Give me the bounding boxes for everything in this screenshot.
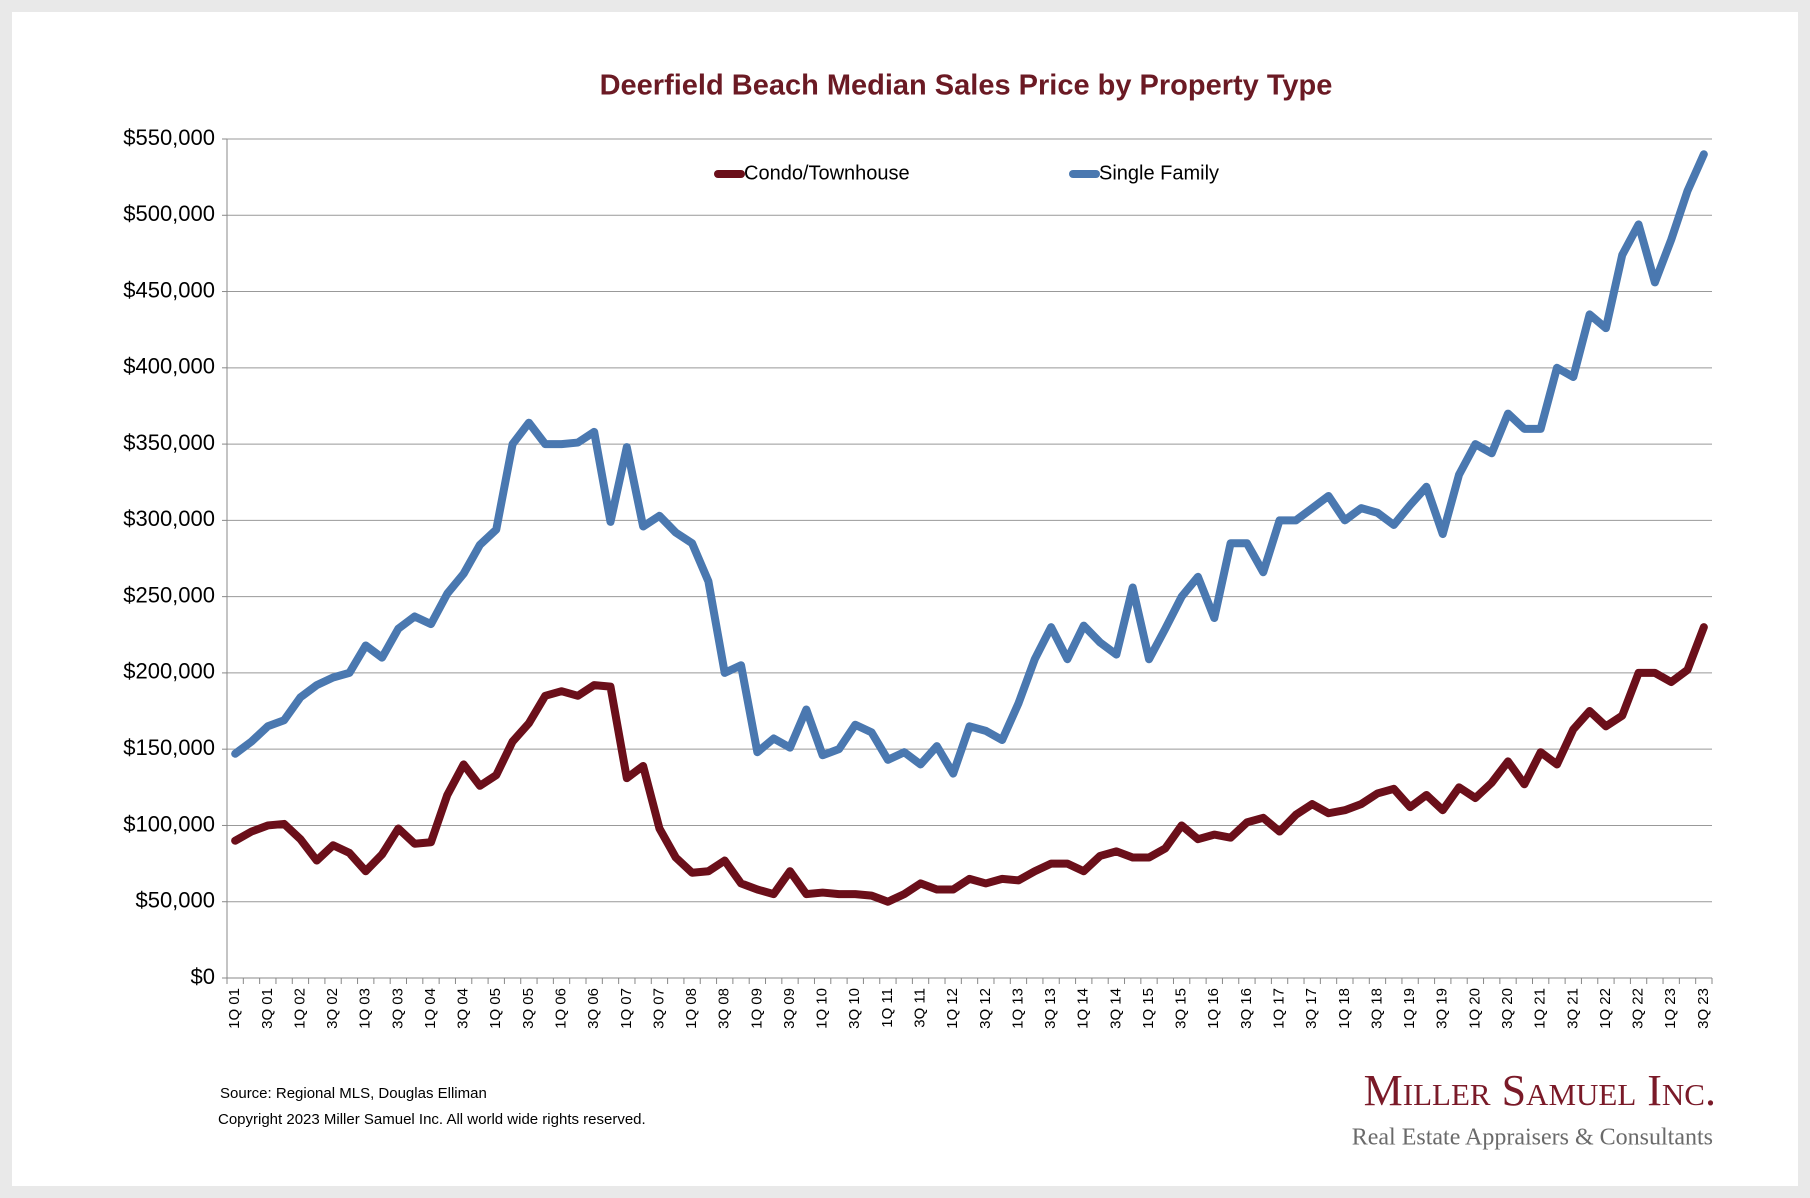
x-tick-label: 1Q 01 <box>226 988 243 1029</box>
logo-tagline: Real Estate Appraisers & Consultants <box>1352 1125 1713 1151</box>
x-tick-label: 3Q 20 <box>1499 988 1516 1029</box>
x-tick-label: 3Q 04 <box>455 988 472 1029</box>
x-tick-label: 1Q 11 <box>879 988 896 1028</box>
y-tick-label: $450,000 <box>123 277 215 302</box>
y-tick-label: $150,000 <box>123 735 215 760</box>
x-tick-label: 1Q 16 <box>1205 988 1222 1029</box>
x-tick-label: 3Q 11 <box>912 988 929 1028</box>
x-tick-label: 3Q 01 <box>259 988 276 1029</box>
x-tick-label: 1Q 14 <box>1075 988 1092 1029</box>
x-tick-label: 1Q 13 <box>1009 988 1026 1029</box>
x-tick-label: 3Q 06 <box>585 988 602 1029</box>
x-tick-label: 3Q 12 <box>977 988 994 1029</box>
x-tick-label: 1Q 22 <box>1597 988 1614 1029</box>
x-tick-label: 3Q 13 <box>1042 988 1059 1029</box>
x-tick-label: 3Q 17 <box>1303 988 1320 1029</box>
y-tick-label: $300,000 <box>123 506 215 531</box>
source-note: Source: Regional MLS, Douglas Elliman <box>220 1085 487 1102</box>
y-tick-label: $550,000 <box>123 125 215 150</box>
x-tick-label: 1Q 23 <box>1662 988 1679 1029</box>
y-tick-label: $50,000 <box>135 888 215 913</box>
x-tick-label: 3Q 03 <box>389 988 406 1029</box>
y-tick-label: $100,000 <box>123 811 215 836</box>
y-tick-label: $200,000 <box>123 659 215 684</box>
x-tick-label: 3Q 10 <box>846 988 863 1029</box>
y-tick-label: $350,000 <box>123 430 215 455</box>
x-tick-label: 3Q 02 <box>324 988 341 1029</box>
x-tick-label: 1Q 07 <box>618 988 635 1029</box>
x-tick-label: 1Q 02 <box>291 988 308 1029</box>
legend-label: Single Family <box>1099 162 1219 184</box>
y-tick-label: $500,000 <box>123 201 215 226</box>
legend-label: Condo/Townhouse <box>744 162 910 184</box>
x-tick-label: 1Q 03 <box>357 988 374 1029</box>
x-tick-label: 1Q 17 <box>1271 988 1288 1029</box>
x-tick-label: 3Q 05 <box>520 988 537 1029</box>
x-tick-label: 3Q 21 <box>1564 988 1581 1029</box>
x-tick-label: 1Q 19 <box>1401 988 1418 1029</box>
x-tick-label: 3Q 18 <box>1368 988 1385 1029</box>
x-tick-label: 1Q 12 <box>944 988 961 1029</box>
series-line <box>231 623 1708 906</box>
x-tick-label: 1Q 09 <box>748 988 765 1029</box>
x-tick-label: 1Q 10 <box>814 988 831 1029</box>
x-tick-label: 3Q 09 <box>781 988 798 1029</box>
x-tick-label: 3Q 15 <box>1173 988 1190 1029</box>
x-tick-label: 3Q 16 <box>1238 988 1255 1029</box>
x-tick-label: 1Q 04 <box>422 988 439 1029</box>
x-tick-label: 3Q 08 <box>716 988 733 1029</box>
y-tick-label: $400,000 <box>123 354 215 379</box>
x-tick-label: 1Q 20 <box>1466 988 1483 1029</box>
x-tick-label: 1Q 21 <box>1532 988 1549 1029</box>
copyright-note: Copyright 2023 Miller Samuel Inc. All wo… <box>218 1111 646 1128</box>
chart-title: Deerfield Beach Median Sales Price by Pr… <box>600 70 1333 102</box>
series-line <box>231 150 1708 778</box>
x-tick-label: 1Q 18 <box>1336 988 1353 1029</box>
x-tick-label: 3Q 22 <box>1630 988 1647 1029</box>
chart-panel <box>12 12 1798 1186</box>
logo-name: Miller Samuel Inc. <box>1364 1066 1716 1115</box>
y-tick-label: $0 <box>191 964 215 989</box>
x-tick-label: 1Q 08 <box>683 988 700 1029</box>
x-tick-label: 1Q 05 <box>487 988 504 1029</box>
x-tick-label: 3Q 19 <box>1434 988 1451 1029</box>
x-tick-label: 3Q 14 <box>1107 988 1124 1029</box>
x-tick-label: 1Q 15 <box>1140 988 1157 1029</box>
x-tick-label: 1Q 06 <box>553 988 570 1029</box>
x-tick-label: 3Q 23 <box>1695 988 1712 1029</box>
x-tick-label: 3Q 07 <box>650 988 667 1029</box>
y-tick-label: $250,000 <box>123 582 215 607</box>
